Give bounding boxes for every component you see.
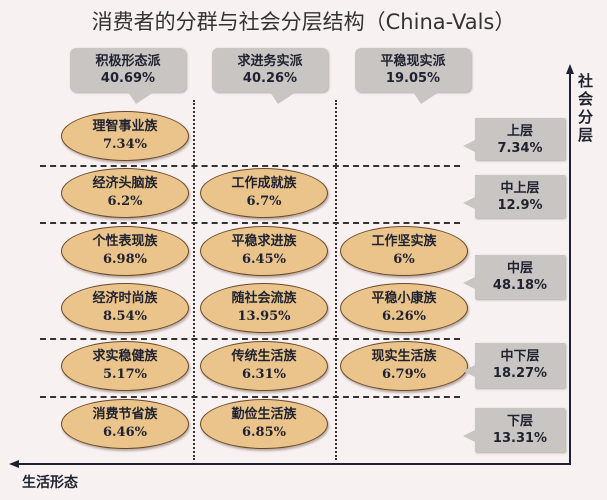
group-ellipse: 工作成就族 6.7%: [200, 168, 328, 218]
group-ellipse: 理智事业族 7.34%: [61, 111, 189, 161]
column-pct: 19.05%: [385, 71, 441, 86]
layer-label-lower: 下层 13.31%: [463, 408, 565, 452]
layer-divider: [40, 338, 460, 340]
layer-divider: [40, 396, 460, 398]
layer-label-upper-middle: 中上层 12.9%: [463, 175, 565, 218]
layer-label-middle: 中层 48.18%: [463, 255, 565, 299]
group-ellipse: 经济头脑族 6.2%: [61, 168, 189, 218]
y-axis-label: 社会分层: [578, 72, 594, 144]
column-header-3: 平稳现实派 19.05%: [355, 48, 471, 104]
column-name: 求进务实派: [237, 54, 303, 69]
column-pct: 40.26%: [242, 71, 298, 86]
column-pct: 40.69%: [100, 71, 156, 86]
column-name: 平稳现实派: [380, 54, 446, 69]
group-ellipse: 勤俭生活族 6.85%: [200, 399, 328, 449]
layer-divider: [40, 222, 460, 224]
column-divider: [335, 100, 337, 460]
x-axis-arrow-icon: [9, 460, 19, 468]
group-ellipse: 消费节省族 6.46%: [61, 399, 189, 449]
column-name: 积极形态派: [95, 54, 161, 69]
group-ellipse: 现实生活族 6.79%: [340, 341, 468, 391]
column-header-1: 积极形态派 40.69%: [70, 48, 186, 104]
layer-label-upper: 上层 7.34%: [463, 118, 565, 160]
layer-divider: [40, 165, 460, 167]
group-ellipse: 平稳求进族 6.45%: [200, 226, 328, 276]
group-ellipse: 经济时尚族 8.54%: [61, 283, 189, 333]
group-ellipse: 平稳小康族 6.26%: [340, 283, 468, 333]
diagram-title: 消费者的分群与社会分层结构（China-Vals）: [91, 10, 516, 34]
group-ellipse: 传统生活族 6.31%: [200, 341, 328, 391]
column-divider: [193, 100, 195, 460]
group-ellipse: 随社会流族 13.95%: [200, 283, 328, 333]
layer-label-lower-middle: 中下层 18.27%: [463, 343, 565, 388]
column-header-2: 求进务实派 40.26%: [212, 48, 328, 104]
group-ellipse: 求实稳健族 5.17%: [61, 341, 189, 391]
group-ellipse: 个性表现族 6.98%: [61, 226, 189, 276]
y-axis-arrow-icon: [566, 64, 574, 74]
group-ellipse: 工作坚实族 6%: [340, 226, 468, 276]
x-axis-label: 生活形态: [22, 475, 78, 491]
